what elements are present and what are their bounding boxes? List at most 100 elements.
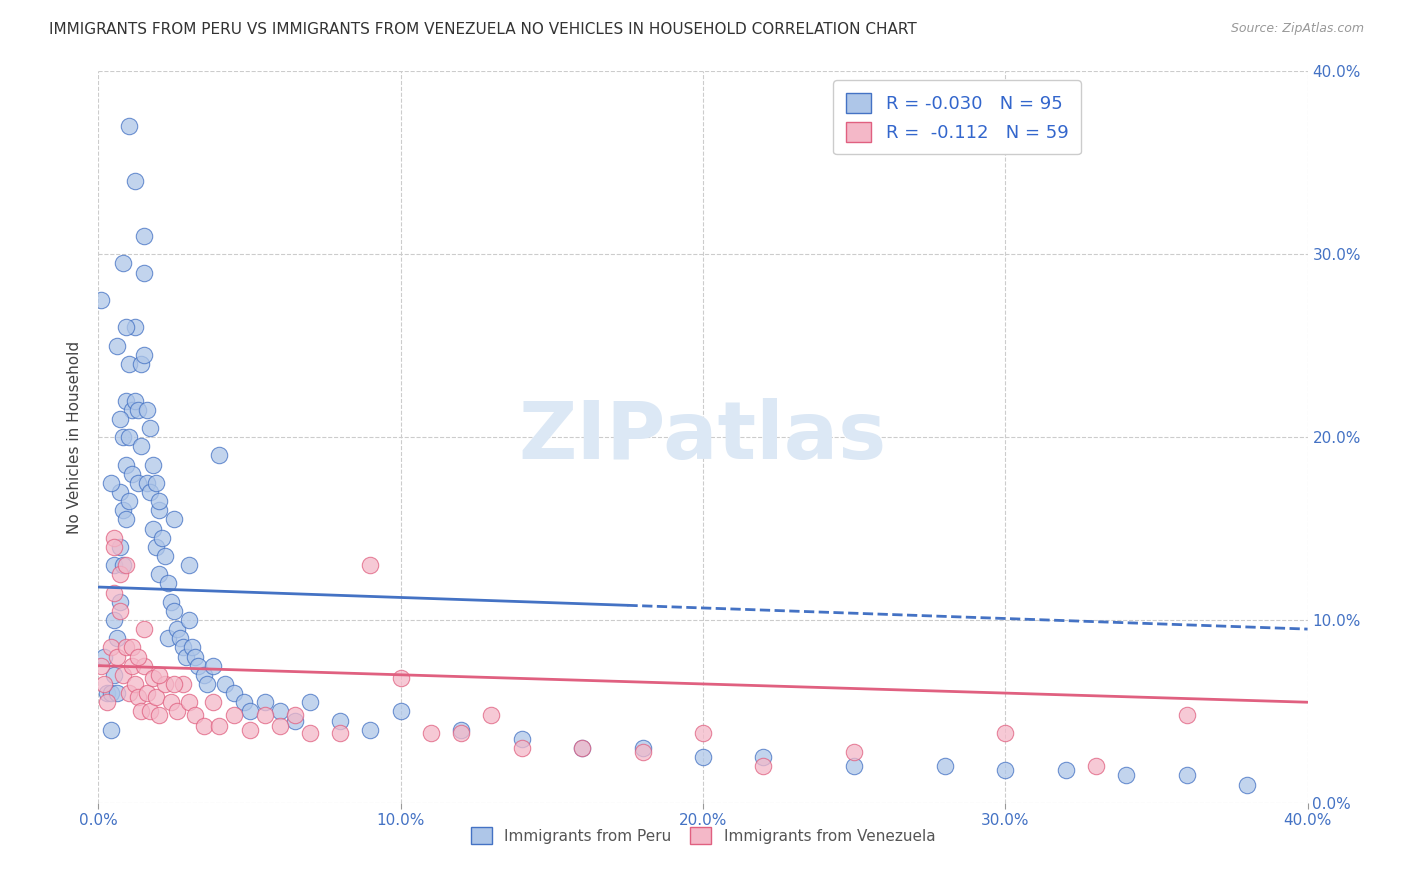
Point — [114, 558, 136, 573]
Point — [135, 402, 157, 417]
Point — [145, 475, 167, 490]
Point — [844, 745, 866, 759]
Point — [692, 726, 714, 740]
Point — [1054, 763, 1077, 777]
Point — [108, 604, 131, 618]
Point — [994, 763, 1017, 777]
Point — [239, 705, 262, 719]
Point — [118, 430, 141, 444]
Point — [103, 585, 125, 599]
Point — [142, 521, 165, 535]
Point — [142, 672, 165, 686]
Point — [299, 726, 322, 740]
Point — [118, 494, 141, 508]
Point — [420, 726, 443, 740]
Point — [179, 613, 201, 627]
Point — [111, 430, 134, 444]
Point — [181, 640, 204, 655]
Point — [124, 393, 146, 408]
Y-axis label: No Vehicles in Household: No Vehicles in Household — [67, 341, 83, 533]
Point — [179, 558, 201, 573]
Point — [156, 576, 179, 591]
Point — [114, 320, 136, 334]
Point — [118, 357, 141, 371]
Point — [269, 705, 291, 719]
Point — [139, 485, 162, 500]
Point — [108, 594, 131, 608]
Point — [148, 494, 170, 508]
Point — [90, 658, 112, 673]
Point — [184, 708, 207, 723]
Point — [481, 708, 503, 723]
Point — [148, 708, 170, 723]
Point — [160, 695, 183, 709]
Point — [150, 531, 173, 545]
Point — [160, 594, 183, 608]
Point — [108, 540, 131, 554]
Point — [156, 632, 179, 646]
Point — [187, 658, 209, 673]
Point — [145, 540, 167, 554]
Point — [163, 677, 186, 691]
Point — [103, 540, 125, 554]
Point — [100, 686, 122, 700]
Point — [127, 402, 149, 417]
Point — [193, 719, 215, 733]
Point — [631, 740, 654, 755]
Point — [111, 558, 134, 573]
Point — [179, 695, 201, 709]
Point — [124, 320, 146, 334]
Point — [100, 640, 122, 655]
Point — [93, 649, 115, 664]
Point — [148, 503, 170, 517]
Point — [121, 658, 143, 673]
Point — [450, 723, 472, 737]
Point — [360, 558, 382, 573]
Point — [129, 439, 152, 453]
Point — [224, 686, 246, 700]
Legend: Immigrants from Peru, Immigrants from Venezuela: Immigrants from Peru, Immigrants from Ve… — [464, 822, 942, 850]
Point — [208, 719, 231, 733]
Point — [329, 714, 352, 728]
Point — [142, 458, 165, 472]
Point — [132, 229, 155, 244]
Point — [1085, 759, 1108, 773]
Point — [692, 750, 714, 764]
Point — [510, 731, 533, 746]
Point — [172, 677, 194, 691]
Point — [105, 686, 128, 700]
Point — [450, 726, 472, 740]
Point — [114, 640, 136, 655]
Point — [132, 348, 155, 362]
Point — [114, 393, 136, 408]
Point — [752, 759, 775, 773]
Point — [105, 649, 128, 664]
Point — [163, 512, 186, 526]
Point — [844, 759, 866, 773]
Point — [174, 649, 197, 664]
Point — [100, 475, 122, 490]
Point — [208, 448, 231, 462]
Point — [132, 658, 155, 673]
Point — [121, 402, 143, 417]
Point — [232, 695, 254, 709]
Point — [118, 120, 141, 134]
Text: IMMIGRANTS FROM PERU VS IMMIGRANTS FROM VENEZUELA NO VEHICLES IN HOUSEHOLD CORRE: IMMIGRANTS FROM PERU VS IMMIGRANTS FROM … — [49, 22, 917, 37]
Point — [299, 695, 322, 709]
Point — [169, 632, 191, 646]
Point — [124, 677, 146, 691]
Point — [571, 740, 593, 755]
Point — [103, 613, 125, 627]
Point — [103, 531, 125, 545]
Point — [166, 705, 188, 719]
Point — [121, 467, 143, 481]
Point — [202, 695, 225, 709]
Point — [253, 695, 276, 709]
Point — [934, 759, 956, 773]
Point — [96, 686, 118, 700]
Point — [127, 690, 149, 704]
Point — [129, 357, 152, 371]
Point — [105, 338, 128, 352]
Point — [631, 745, 654, 759]
Point — [148, 567, 170, 582]
